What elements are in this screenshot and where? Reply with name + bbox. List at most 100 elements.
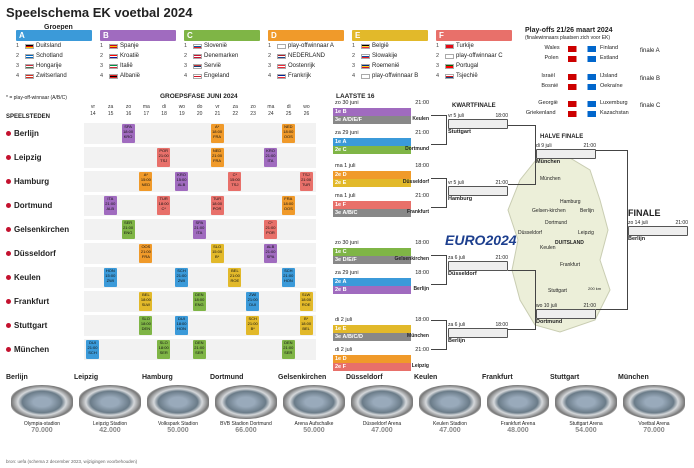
playoff-flag (361, 73, 370, 79)
match-team-home: TUR (159, 196, 168, 201)
match-team-home: TUR (212, 196, 222, 201)
match-date: za 6 juli (448, 255, 465, 261)
playoff-final-label: finale B (640, 76, 661, 82)
team-row: 2 play-offwinnaar C (436, 51, 512, 61)
hungary-flag (25, 63, 34, 69)
schedule-row (84, 146, 316, 168)
day-header: za 15 (102, 104, 120, 120)
day-number: 14 (90, 111, 96, 117)
match-time: 18:00 (140, 297, 151, 302)
match-cell: SCH 21:00 ZWI (175, 268, 188, 287)
city-name: Frankfurt (14, 296, 50, 306)
match-team-home: SPA (124, 124, 132, 129)
team-name: Spanje (120, 43, 139, 49)
team-row: 4 Zwitserland (16, 71, 92, 81)
city-label: Düsseldorf (6, 242, 86, 264)
turkey-flag (445, 43, 454, 49)
last16-header: ma 1 juli 18:00 (333, 163, 431, 170)
slovenia-flag (193, 43, 202, 49)
group-c: C 1 Slovenië 2 Denemarken 3 Servië 4 Engeland (184, 30, 260, 92)
team-row: 3 Portugal (436, 61, 512, 71)
day-number: 16 (125, 111, 132, 117)
team-seed: 2 (268, 53, 272, 59)
match-team-away: KRO (123, 134, 133, 139)
match-team-home: ITA (107, 196, 114, 201)
team-row: 4 play-offwinnaar B (352, 71, 428, 81)
match-time: 21:00 (247, 321, 258, 326)
day-header: vr 21 (209, 104, 227, 120)
match-team-away: SPA (266, 254, 275, 259)
stadium-illustration (79, 385, 141, 419)
match-time: 21:00 (265, 153, 276, 158)
qf-title: KWARTFINALE (452, 103, 496, 109)
belgium-flag (361, 43, 370, 49)
team-row: 2 Slowakije (352, 51, 428, 61)
match-time: 21:00 (265, 249, 276, 254)
team-seed: 2 (352, 53, 356, 59)
team-row: 1 Turkije (436, 41, 512, 51)
quarterfinal-match: za 6 juli 18:00 Berlijn (448, 322, 508, 344)
match-time: 21:00 (194, 225, 205, 230)
match-date: za 29 juni (335, 130, 359, 136)
stadium-card: Gelsenkirchen Arena Aufschalke 50.000 (278, 374, 350, 460)
stadium-name: Düsseldorf Arena (362, 421, 402, 427)
map-city: Hamburg (560, 199, 581, 205)
qf-slot (448, 261, 508, 271)
day-name: za (232, 104, 238, 110)
playoff-team-b: Luxemburg (600, 100, 628, 106)
match-team-home: A* (214, 124, 220, 129)
match-time: 21:00 (495, 180, 508, 186)
stadium-city: Düsseldorf (346, 374, 383, 381)
team-row: 3 Roemenië (352, 61, 428, 71)
match-team-home: BEL (142, 292, 150, 297)
match-cell: KRO 15:00 ALB (175, 172, 188, 191)
playoff-flag (277, 43, 286, 49)
match-team-away: BEL (302, 326, 310, 331)
stadium-city: Leipzig (74, 374, 99, 381)
match-team-home: B* (303, 316, 309, 321)
map-city: Leipzig (578, 230, 594, 236)
match-team-away: TSJ (231, 182, 239, 187)
day-name: do (196, 104, 203, 110)
match-time: 21:00 (87, 345, 98, 350)
group-b: B 1 Spanje 2 Kroatië 3 Italië 4 Albanië (100, 30, 176, 92)
match-time: 21:00 (123, 225, 134, 230)
team-name: Slowakije (372, 53, 398, 59)
match-team-away: C* (161, 206, 166, 211)
stadium-card: Stuttgart Stuttgart Arena 54.000 (550, 374, 622, 460)
team-seed: 3 (100, 63, 104, 69)
team-row: 2 Schotland (16, 51, 92, 61)
city-dot (6, 178, 11, 184)
denmark-flag (193, 53, 202, 59)
team-name: Turkije (456, 43, 474, 49)
city-name: Leipzig (14, 152, 42, 162)
day-number: 19 (179, 111, 185, 117)
day-number: 25 (285, 111, 292, 117)
stadium-name: Frankfurt Arena (500, 421, 536, 427)
match-time: 21:00 (247, 297, 258, 302)
match-time: 18:00 (283, 201, 294, 206)
match-time: 18:00 (415, 163, 429, 169)
austria-flag (277, 63, 286, 69)
team-name: Denemarken (204, 53, 239, 59)
match-venue: München (407, 333, 429, 339)
playoff-flags (568, 74, 596, 80)
match-team-home: ZWI (249, 292, 257, 297)
match-team-away: ZWI (177, 278, 186, 283)
team-row: 4 Engeland (184, 71, 260, 81)
playoff-flags (568, 101, 596, 107)
match-team-home: C* (268, 220, 273, 225)
team-name: play-offwinnaar A (288, 43, 334, 49)
team-seed: 3 (352, 63, 356, 69)
match-cell: TSJ 21:00 TUR (299, 172, 313, 191)
euro2024-logo: EURO2024 (445, 232, 517, 248)
city-label: Stuttgart (6, 314, 86, 336)
match-team-home: ALB (266, 244, 275, 249)
match-team-away: SLW (141, 302, 151, 307)
team-row: 1 België (352, 41, 428, 51)
match-venue: Stuttgart (448, 129, 471, 135)
stadium-illustration (555, 385, 617, 419)
team-seed: 4 (268, 73, 272, 79)
last16-slot: 2e A (333, 277, 411, 286)
stadium-city: Dortmund (210, 374, 244, 381)
